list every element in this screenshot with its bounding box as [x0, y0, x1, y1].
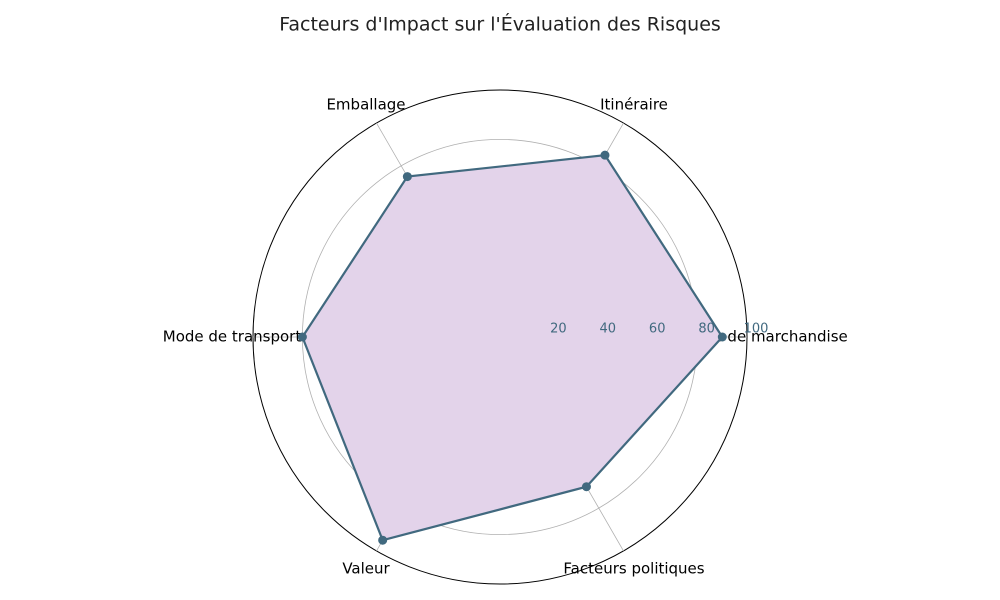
- category-label: Valeur: [342, 560, 390, 578]
- data-point: [581, 482, 591, 492]
- category-label: Type de marchandise: [687, 328, 848, 346]
- data-point: [378, 535, 388, 545]
- chart-title: Facteurs d'Impact sur l'Évaluation des R…: [279, 13, 721, 36]
- category-label: Emballage: [326, 95, 405, 113]
- data-point: [600, 150, 610, 160]
- category-label: Mode de transport: [163, 328, 302, 346]
- category-label: Facteurs politiques: [563, 560, 704, 578]
- data-point: [402, 172, 412, 182]
- data-point: [717, 332, 727, 342]
- r-tick-label: 60: [649, 322, 666, 337]
- r-tick-label: 80: [698, 322, 715, 337]
- r-tick-label: 40: [600, 322, 617, 337]
- r-tick-label: 20: [550, 322, 567, 337]
- data-point: [297, 332, 307, 342]
- category-label: Itinéraire: [600, 95, 668, 113]
- r-tick-label: 100: [744, 322, 769, 337]
- series-area: [301, 154, 724, 542]
